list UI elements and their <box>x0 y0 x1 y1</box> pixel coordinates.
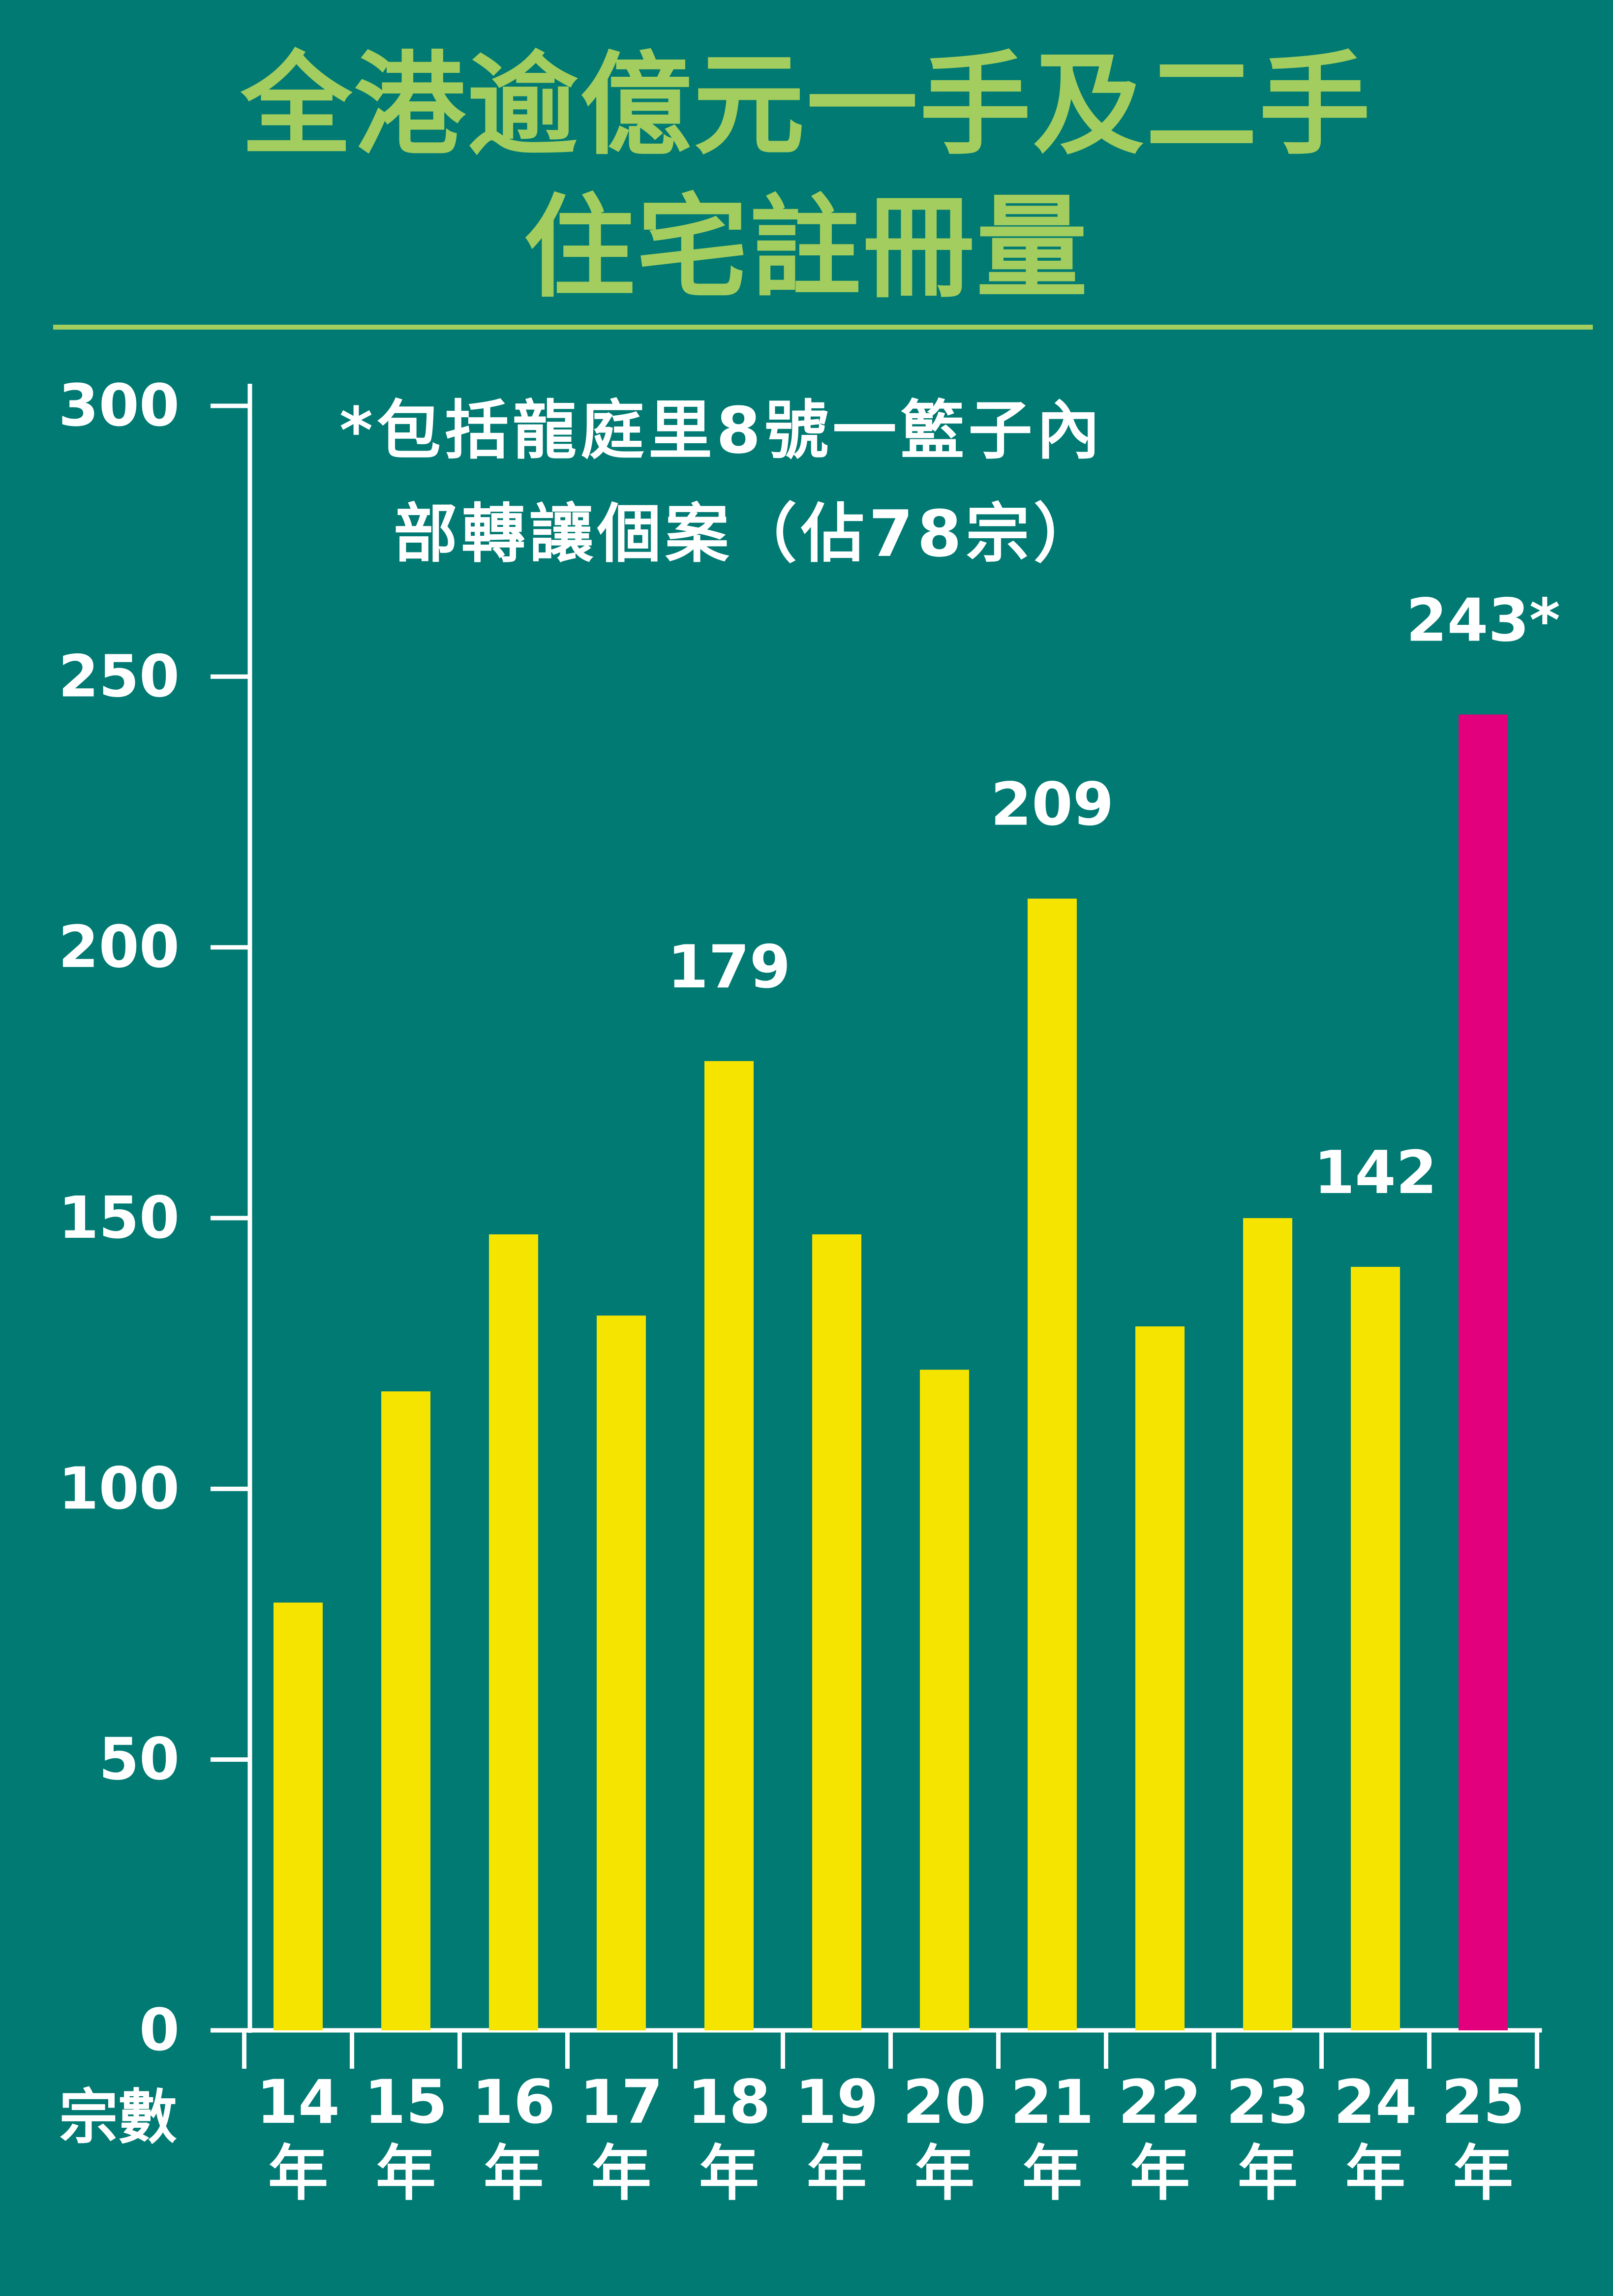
y-tick-label: 50 <box>99 1725 180 1793</box>
footnote-line-2: 部轉讓個案（佔78宗） <box>394 496 1101 571</box>
x-tick-label-unit: 年 <box>484 2139 544 2208</box>
x-tick-label-unit: 年 <box>591 2139 651 2208</box>
chart-title-line-2: 住宅註冊量 <box>523 184 1090 313</box>
bar-data-label: 142 <box>1314 1139 1437 1207</box>
bar <box>1135 1326 1185 2030</box>
x-tick-label-unit: 年 <box>1453 2139 1513 2208</box>
bar-data-label: 179 <box>668 933 791 1002</box>
x-tick-label-year: 14 <box>256 2067 340 2137</box>
title-divider <box>53 325 1593 330</box>
x-tick-label-unit: 年 <box>1022 2139 1082 2208</box>
y-tick-label: 150 <box>59 1184 180 1252</box>
x-tick-label-year: 25 <box>1441 2067 1525 2137</box>
bar <box>489 1234 538 2030</box>
x-tick-label-year: 22 <box>1118 2067 1202 2137</box>
x-tick-label-year: 15 <box>364 2067 448 2137</box>
bar <box>1028 898 1077 2030</box>
x-tick-label-unit: 年 <box>1130 2139 1190 2208</box>
bar <box>1243 1218 1292 2030</box>
y-tick-label: 100 <box>59 1454 180 1522</box>
x-tick-label-year: 17 <box>579 2067 663 2137</box>
y-tick-label: 300 <box>59 371 180 439</box>
bar <box>597 1316 646 2030</box>
x-tick-label-unit: 年 <box>914 2139 974 2208</box>
x-tick-label-year: 19 <box>795 2067 879 2137</box>
footnote: *包括龍庭里8號一籃子內 部轉讓個案（佔78宗） <box>339 379 1104 585</box>
x-tick-label-year: 20 <box>903 2067 986 2137</box>
y-tick-label: 200 <box>59 913 180 981</box>
bar <box>1459 714 1508 2031</box>
y-tick-label: 250 <box>59 642 180 710</box>
x-tick-label-unit: 年 <box>699 2139 759 2208</box>
x-tick-label-year: 18 <box>687 2067 771 2137</box>
bar <box>1351 1267 1400 2030</box>
y-axis-unit-label: 宗數 <box>59 2083 177 2152</box>
y-tick-label: 0 <box>139 1996 180 2064</box>
bar-data-label: 243* <box>1406 586 1560 655</box>
bar <box>704 1061 754 2030</box>
bar <box>812 1234 861 2030</box>
x-tick-label-year: 24 <box>1334 2067 1417 2137</box>
chart-title-line-1: 全港逾億元一手及二手 <box>241 41 1372 170</box>
bar <box>381 1391 430 2030</box>
bar <box>920 1370 969 2030</box>
x-tick-label-unit: 年 <box>1238 2139 1298 2208</box>
bar <box>274 1602 323 2030</box>
bar-data-label: 209 <box>991 771 1114 839</box>
x-tick-label-year: 23 <box>1226 2067 1309 2137</box>
x-tick-label-unit: 年 <box>807 2139 867 2208</box>
x-tick-label-unit: 年 <box>1345 2139 1405 2208</box>
x-tick-label-year: 16 <box>472 2067 555 2137</box>
x-tick-label-unit: 年 <box>376 2139 436 2208</box>
x-tick-label-year: 21 <box>1010 2067 1094 2137</box>
x-tick-label-unit: 年 <box>268 2139 328 2208</box>
footnote-line-1: *包括龍庭里8號一籃子內 <box>339 393 1104 468</box>
